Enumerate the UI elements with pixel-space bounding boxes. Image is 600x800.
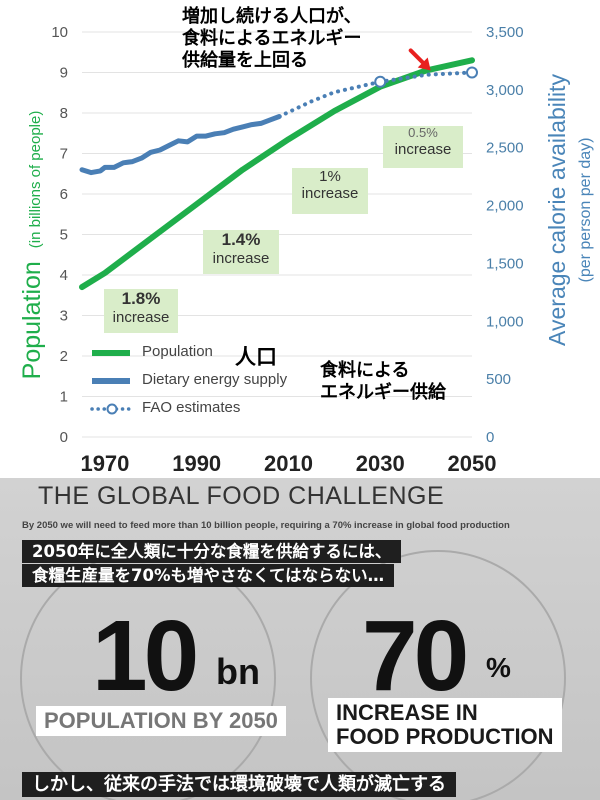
annotation-1-text: increase [112, 308, 170, 326]
crossover-arrow-icon [408, 48, 431, 71]
left-axis-label-unit: (in billions of people) [27, 111, 44, 249]
annotation-3-text: increase [301, 185, 359, 203]
left-tick-label: 5 [60, 227, 68, 244]
right-tick-label: 500 [486, 371, 511, 388]
series-line-population [79, 57, 475, 291]
annotation-box-2: 1.4% increase [203, 230, 279, 274]
jp-headline-line-1: 増加し続ける人口が、 [182, 6, 362, 27]
x-tick-label: 2050 [448, 451, 497, 476]
series-line-fao-estimates [277, 70, 474, 119]
left-tick-label: 0 [60, 429, 68, 446]
global-food-challenge-infographic: THE GLOBAL FOOD CHALLENGE By 2050 we wil… [0, 478, 600, 800]
stat-1-unit: bn [216, 651, 260, 692]
right-tick-label: 3,000 [486, 82, 524, 99]
left-tick-label: 8 [60, 105, 68, 122]
left-tick-label: 3 [60, 308, 68, 325]
x-tick-label: 1990 [172, 451, 221, 476]
jp-food-label: 食料による エネルギー供給 [320, 360, 446, 404]
left-axis-label-main: Population [18, 261, 46, 379]
chart-canvas: 0 1 2 3 4 5 6 7 8 9 10 0 500 1,000 1,500 2,000 2,500 3,0… [18, 24, 594, 476]
jp-caption-1: 2050年に全人類に十分な食糧を供給するには、 [22, 540, 402, 564]
right-axis-ticks: 0 500 1,000 1,500 2,000 2,500 3,000 3,500 [486, 24, 524, 446]
left-tick-label: 10 [51, 24, 68, 41]
jp-headline-line-2: 食料によるエネルギー [182, 28, 362, 49]
left-tick-label: 6 [60, 186, 68, 203]
stat-1-label: POPULATION BY 2050 [36, 706, 286, 737]
left-axis-label: Population (in billions of people) [18, 111, 46, 380]
annotation-1-pct: 1.8% [121, 289, 161, 308]
legend-fao-label: FAO estimates [142, 399, 241, 416]
right-tick-label: 1,000 [486, 313, 524, 330]
left-tick-label: 9 [60, 65, 68, 82]
annotation-4-text: increase [394, 140, 452, 158]
left-tick-label: 1 [60, 389, 68, 406]
population-calorie-chart: 0 1 2 3 4 5 6 7 8 9 10 0 500 1,000 1,500 2,000 2,500 3,0… [18, 6, 594, 476]
annotation-box-1: 1.8% increase [104, 289, 178, 333]
jp-headline-line-3: 供給量を上回る [182, 50, 308, 71]
annotation-3-pct: 1% [319, 168, 341, 185]
left-tick-label: 4 [60, 267, 68, 284]
x-tick-label: 1970 [80, 451, 129, 476]
fao-marker [374, 75, 387, 88]
jp-caption-3: しかし、従来の手法では環境破壊で人類が滅亡する [22, 772, 456, 798]
legend [90, 350, 132, 415]
stat-2-circle [310, 550, 566, 800]
series-group [79, 48, 478, 291]
annotation-2-text: increase [212, 249, 270, 267]
right-tick-label: 1,500 [486, 255, 524, 272]
fao-marker [466, 66, 478, 79]
jp-population-label: 人口 [235, 345, 277, 369]
legend-dietary-label: Dietary energy supply [142, 371, 288, 388]
jp-headline: 増加し続ける人口が、 食料によるエネルギー 供給量を上回る [182, 6, 362, 72]
x-axis-ticks: 1970 1990 2010 2030 2050 [80, 451, 496, 476]
right-axis-label-unit: (per person per day) [577, 138, 594, 283]
left-axis-ticks: 0 1 2 3 4 5 6 7 8 9 10 [51, 24, 68, 446]
stat-2-label-line-2: FOOD PRODUCTION [336, 724, 554, 750]
jp-food-label-line-1: 食料による [320, 360, 410, 381]
annotation-box-3: 1% increase [292, 168, 368, 214]
right-tick-label: 3,500 [486, 24, 524, 41]
jp-food-label-line-2: エネルギー供給 [320, 382, 446, 403]
annotation-2-pct: 1.4% [221, 230, 261, 249]
stat-2-unit: % [486, 652, 511, 683]
right-axis-label-main: Average calorie availability [544, 74, 570, 346]
series-line-dietary-energy-supply [79, 114, 282, 176]
stat-2-number: 70 [362, 600, 469, 712]
x-tick-label: 2010 [264, 451, 313, 476]
x-tick-label: 2030 [356, 451, 405, 476]
info-subtitle: By 2050 we will need to feed more than 1… [22, 520, 510, 531]
right-tick-label: 2,000 [486, 198, 524, 215]
right-tick-label: 2,500 [486, 140, 524, 157]
legend-population-label: Population [142, 343, 213, 360]
annotation-4-pct: 0.5% [408, 125, 438, 140]
stat-1-number: 10 [92, 600, 199, 712]
annotation-box-4: 0.5% increase [383, 125, 463, 168]
legend-fao-marker [106, 403, 118, 415]
left-tick-label: 2 [60, 348, 68, 365]
right-tick-label: 0 [486, 429, 494, 446]
jp-caption-2: 食糧生産量を70%も増やさなくてはならない… [22, 564, 395, 588]
stat-2-label: INCREASE IN FOOD PRODUCTION [328, 698, 562, 753]
left-tick-label: 7 [60, 146, 68, 163]
stat-2-label-line-1: INCREASE IN [336, 700, 478, 725]
info-title: THE GLOBAL FOOD CHALLENGE [38, 482, 445, 510]
